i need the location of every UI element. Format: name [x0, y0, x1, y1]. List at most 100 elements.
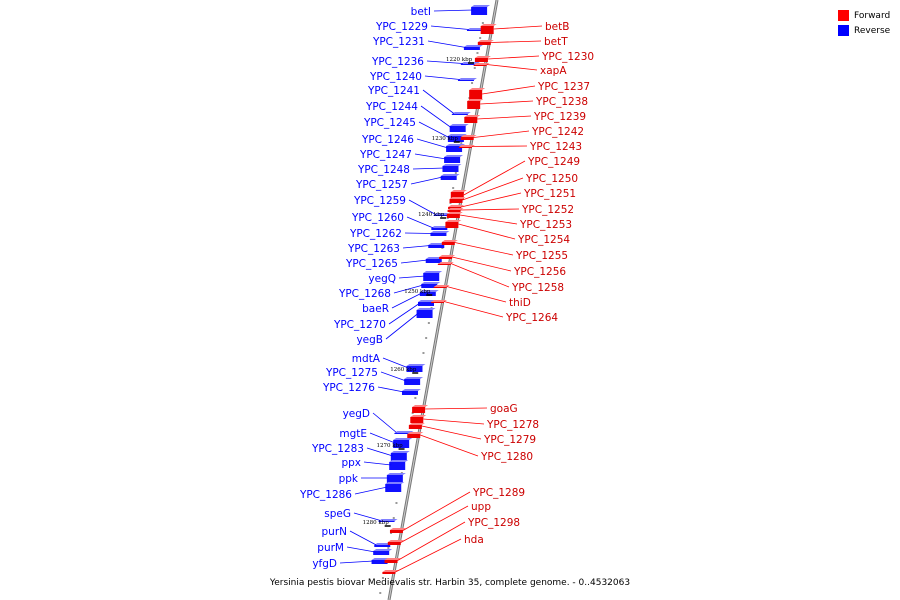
- reverse-gene-label: YPC_1241: [367, 85, 420, 97]
- scale-label: 1280 kbp: [363, 520, 390, 526]
- forward-leader: [487, 55, 540, 60]
- gene-block: [389, 460, 409, 470]
- gene-block: [480, 24, 497, 34]
- gene-block: [447, 134, 467, 142]
- forward-leader: [397, 521, 466, 561]
- scale-label: 1230 kbp: [432, 136, 459, 142]
- reverse-gene-label: YPC_1263: [347, 243, 400, 255]
- reverse-gene-label: purM: [317, 542, 344, 554]
- reverse-leader: [382, 357, 409, 369]
- reverse-leader: [372, 412, 397, 433]
- forward-gene-label: YPC_1289: [472, 487, 525, 499]
- reverse-gene-label: YPC_1283: [311, 443, 364, 455]
- reverse-leader: [353, 512, 381, 521]
- forward-gene-label: goaG: [490, 403, 518, 415]
- forward-leader: [443, 301, 504, 318]
- reverse-gene-label: YPC_1276: [322, 382, 375, 394]
- reverse-leader: [363, 461, 392, 466]
- reverse-leader: [398, 275, 426, 279]
- forward-leader: [423, 418, 485, 425]
- reverse-leader: [408, 199, 436, 215]
- gene-block: [474, 56, 491, 62]
- reverse-leader: [422, 89, 455, 114]
- forward-gene-label: YPC_1279: [483, 434, 536, 446]
- genome-title: Yersinia pestis biovar Medievalis str. H…: [269, 578, 631, 588]
- reverse-leader: [420, 105, 452, 129]
- forward-gene-label: xapA: [540, 65, 567, 77]
- reverse-leader: [349, 530, 377, 546]
- gene-labels: betI YPC_1229 YPC_1231 YPC_1236 YPC_1240 YPC_…: [299, 6, 594, 570]
- reverse-gene-label: mgtE: [339, 428, 367, 440]
- forward-leader: [450, 263, 510, 288]
- gene-block: [451, 112, 471, 115]
- reverse-leader: [427, 40, 466, 48]
- forward-leader: [461, 192, 522, 208]
- gene-block: [384, 558, 401, 563]
- forward-gene-label: YPC_1249: [527, 156, 580, 168]
- gene-block: [439, 255, 456, 259]
- gene-block: [445, 220, 462, 228]
- gene-block: [477, 40, 494, 45]
- gene-block: [446, 212, 463, 218]
- forward-leader: [454, 242, 514, 256]
- gene-block: [393, 438, 413, 448]
- forward-gene-label: YPC_1239: [533, 111, 586, 123]
- forward-gene-label: YPC_1242: [531, 126, 584, 138]
- reverse-gene-label: yegD: [343, 408, 370, 420]
- forward-gene-label: YPC_1237: [537, 81, 590, 93]
- gene-block: [416, 308, 436, 318]
- forward-leader: [477, 115, 532, 120]
- reverse-gene-label: ppx: [341, 457, 361, 469]
- forward-leader: [480, 100, 534, 105]
- gene-block: [473, 63, 490, 66]
- reverse-leader: [339, 560, 374, 564]
- forward-leader: [462, 177, 524, 201]
- gene-block: [401, 389, 421, 395]
- reverse-leader: [369, 432, 396, 444]
- forward-leader: [400, 505, 469, 543]
- reverse-leader: [393, 284, 424, 294]
- reverse-gene-label: YPC_1247: [359, 149, 412, 161]
- forward-leader: [395, 538, 462, 573]
- reverse-gene-label: YPC_1244: [365, 101, 418, 113]
- forward-gene-label: YPC_1298: [467, 517, 520, 529]
- reverse-leader: [404, 232, 433, 234]
- gene-block: [458, 145, 475, 148]
- forward-gene-label: YPC_1252: [521, 204, 574, 216]
- reverse-gene-label: YPC_1262: [349, 228, 402, 240]
- gene-block: [410, 415, 427, 423]
- reverse-gene-label: YPC_1246: [361, 134, 414, 146]
- reverse-leader: [412, 167, 445, 170]
- gene-block: [412, 405, 429, 413]
- gene-block: [423, 271, 443, 281]
- gene-block: [385, 482, 405, 492]
- gene-block: [446, 144, 466, 152]
- forward-leader: [421, 425, 482, 440]
- reverse-gene-label: yfgD: [312, 558, 337, 570]
- gene-block: [467, 99, 484, 109]
- scale-label: 1240 kbp: [418, 212, 445, 218]
- legend-reverse-label: Reverse: [854, 25, 891, 36]
- gene-block: [437, 262, 454, 265]
- reverse-gene-label: baeR: [362, 303, 389, 315]
- reverse-gene-label: YPC_1240: [369, 71, 422, 83]
- reverse-gene-label: YPC_1286: [299, 489, 352, 501]
- legend: Forward Reverse: [838, 8, 890, 38]
- forward-leader: [458, 223, 516, 240]
- forward-gene-label: YPC_1253: [519, 219, 572, 231]
- forward-leader: [425, 407, 488, 410]
- reverse-leader: [388, 302, 421, 325]
- forward-leader: [482, 85, 536, 95]
- reverse-gene-label: YPC_1248: [357, 164, 410, 176]
- gene-block: [430, 231, 450, 236]
- forward-gene-label: YPC_1243: [529, 141, 582, 153]
- gene-features: [371, 5, 497, 574]
- forward-leader: [490, 40, 542, 43]
- gene-block: [440, 174, 460, 180]
- reverse-swatch: [838, 25, 849, 36]
- reverse-gene-label: YPC_1236: [371, 56, 424, 68]
- reverse-gene-label: YPC_1257: [355, 179, 408, 191]
- gene-block: [408, 423, 425, 429]
- reverse-leader: [416, 138, 449, 149]
